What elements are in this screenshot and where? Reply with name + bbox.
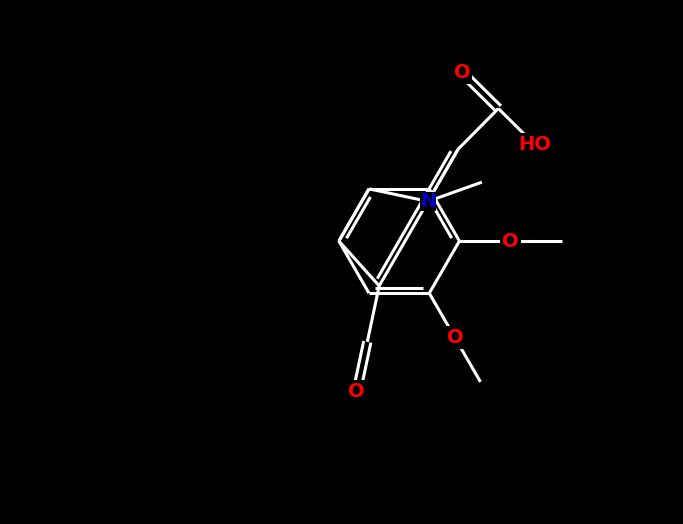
Text: O: O bbox=[447, 328, 463, 347]
Text: O: O bbox=[502, 232, 519, 250]
Text: HO: HO bbox=[518, 135, 551, 154]
Text: N: N bbox=[420, 192, 436, 211]
Text: O: O bbox=[348, 383, 365, 401]
Text: O: O bbox=[454, 63, 471, 82]
